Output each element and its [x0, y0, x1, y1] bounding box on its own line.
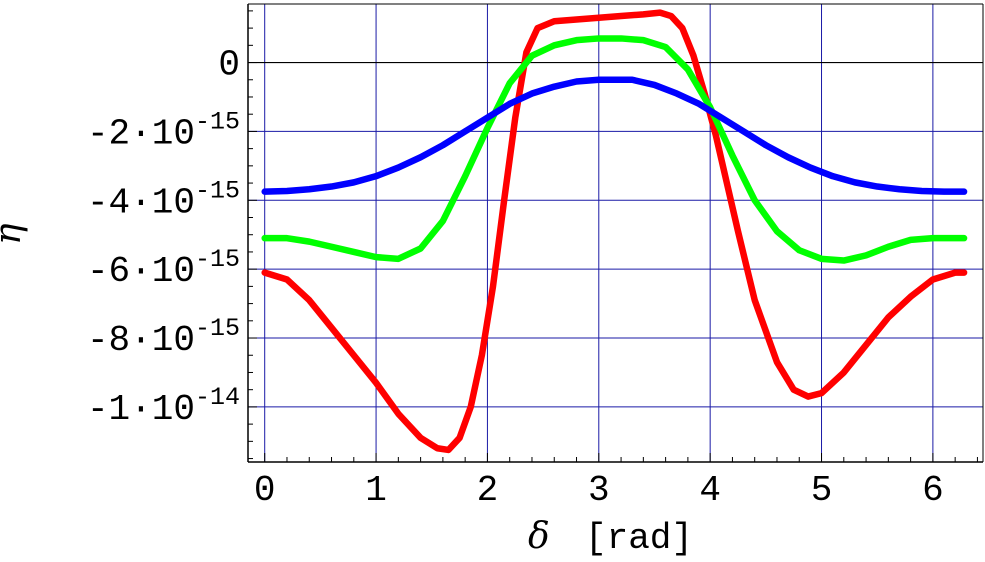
y-tick-exponent: -15 [195, 176, 240, 205]
y-tick-mantissa: 0 [218, 45, 240, 86]
x-tick-label-1: 1 [365, 470, 387, 511]
x-tick-label-3: 3 [588, 470, 610, 511]
axis-ticks [248, 10, 978, 462]
grid [248, 4, 983, 462]
y-tick-mantissa: -8·10 [87, 320, 195, 361]
y-axis-label: η [0, 223, 29, 245]
x-tick-label-2: 2 [477, 470, 499, 511]
y-tick-exponent: -15 [195, 245, 240, 274]
y-tick-mantissa: -4·10 [87, 182, 195, 223]
x-tick-label-6: 6 [922, 470, 944, 511]
x-tick-labels: 0 1 2 3 4 5 6 [254, 470, 944, 511]
y-tick-exponent: -15 [195, 314, 240, 343]
x-axis-label: δ [528, 516, 550, 557]
y-tick-labels: 0-2·10-15-4·10-15-6·10-15-8·10-15-1·10-1… [87, 45, 240, 430]
series-line-0 [261, 9, 968, 454]
y-tick-mantissa: -1·10 [87, 389, 195, 430]
y-tick-label-3: -6·10-15 [87, 245, 240, 292]
y-tick-exponent: -14 [195, 383, 240, 412]
x-tick-label-4: 4 [699, 470, 721, 511]
x-tick-label-0: 0 [254, 470, 276, 511]
plot-frame [247, 3, 984, 463]
y-tick-label-4: -8·10-15 [87, 314, 240, 361]
y-tick-mantissa: -6·10 [87, 251, 195, 292]
x-axis-unit: [rad] [585, 518, 693, 559]
y-tick-label-2: -4·10-15 [87, 176, 240, 223]
y-tick-exponent: -15 [195, 107, 240, 136]
series-line-1 [261, 35, 968, 264]
y-tick-label-1: -2·10-15 [87, 107, 240, 154]
y-tick-mantissa: -2·10 [87, 113, 195, 154]
x-tick-label-5: 5 [811, 470, 833, 511]
y-tick-label-5: -1·10-14 [87, 383, 240, 430]
y-tick-label-0: 0 [218, 45, 240, 86]
series-group [261, 9, 968, 454]
series-line-2 [261, 76, 968, 195]
